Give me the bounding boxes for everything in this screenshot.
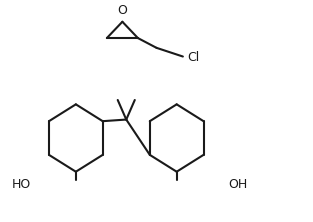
Text: HO: HO [12, 178, 32, 191]
Text: O: O [117, 4, 127, 17]
Text: Cl: Cl [187, 51, 200, 64]
Text: OH: OH [228, 178, 247, 191]
